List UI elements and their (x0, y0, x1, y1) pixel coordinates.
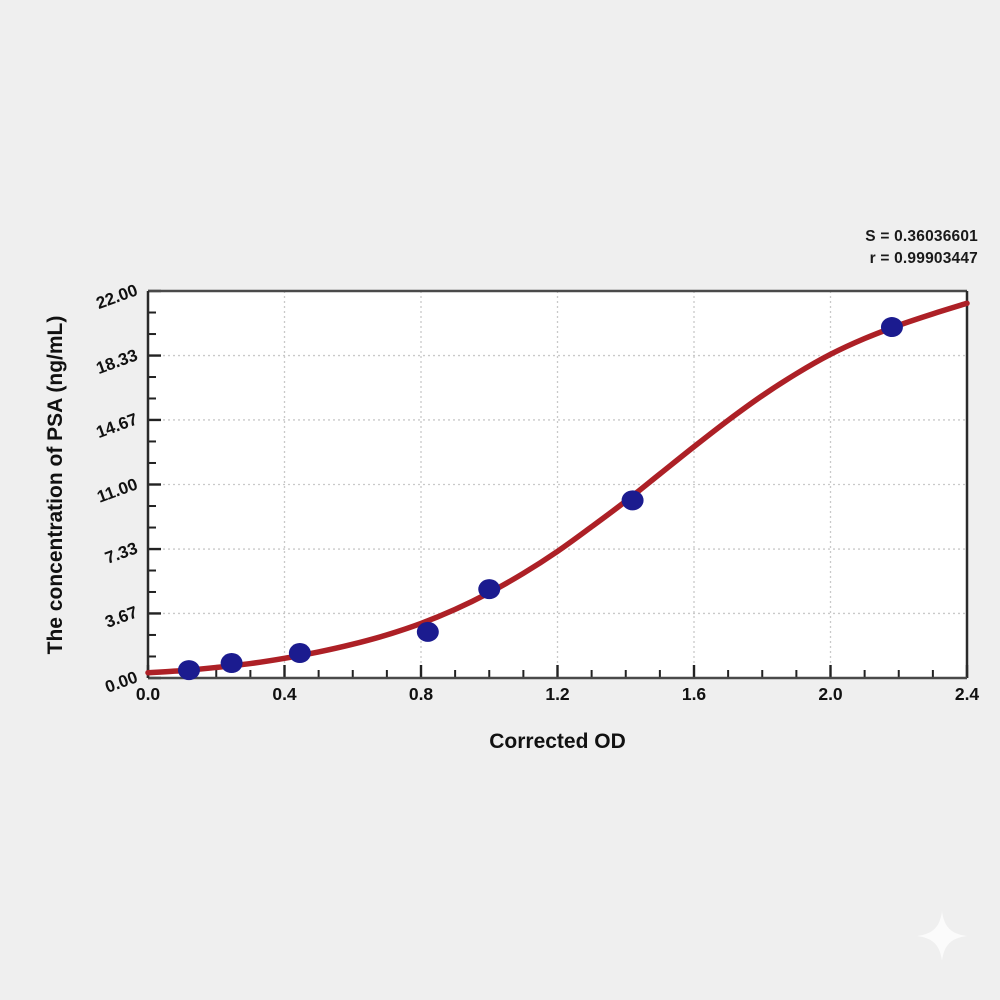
plot-frame (146, 289, 969, 680)
x-tick-label: 2.4 (954, 684, 980, 704)
x-tick-label: 1.6 (681, 684, 707, 704)
fit-curve (145, 300, 970, 676)
data-point (880, 317, 903, 338)
data-points (177, 317, 903, 681)
data-point (416, 621, 439, 642)
data-point (177, 660, 200, 681)
data-point (288, 643, 311, 664)
s-value-label: S = 0.36036601 (865, 228, 978, 245)
data-point (478, 579, 501, 600)
x-tick-label: 2.0 (818, 684, 843, 704)
r-value-label: r = 0.99903447 (869, 250, 978, 267)
x-axis-title: Corrected OD (489, 730, 626, 753)
x-tick-label: 0.4 (272, 684, 297, 704)
data-point (621, 490, 644, 511)
x-tick-label: 0.0 (135, 684, 161, 704)
x-tick-label: 1.2 (545, 684, 570, 704)
x-tick-label: 0.8 (408, 684, 434, 704)
statistics-annotation: S = 0.36036601 r = 0.99903447 (865, 226, 978, 270)
data-point (220, 653, 243, 674)
